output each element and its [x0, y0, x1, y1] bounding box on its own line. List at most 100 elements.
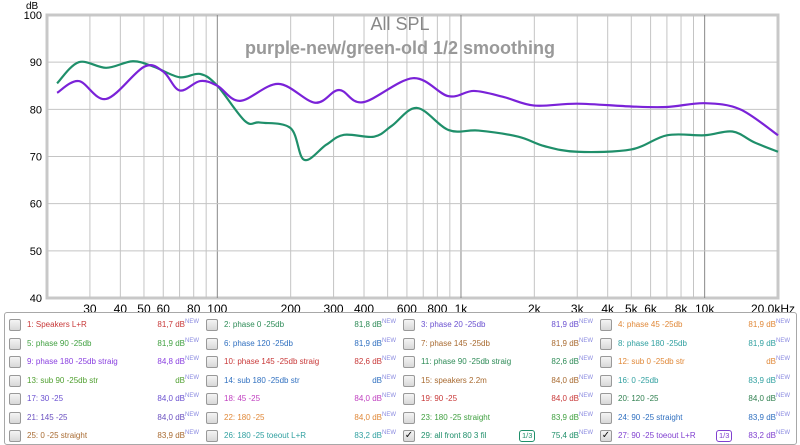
legend-item[interactable]: 3: phase 20 -25db 81,9 dBNEW: [401, 317, 597, 333]
measurement-value: 81,8 dBNEW: [354, 317, 396, 333]
measurement-checkbox[interactable]: [403, 393, 415, 405]
legend-item[interactable]: 10: phase 145 -25db straig 82,6 dBNEW: [204, 354, 400, 370]
measurement-checkbox[interactable]: [403, 411, 415, 424]
x-tick-label: 60: [157, 302, 171, 312]
legend-item[interactable]: 9: phase 180 -25db straig 84,8 dBNEW: [7, 354, 203, 370]
value-text: 84,0 dB: [551, 375, 579, 385]
measurement-checkbox[interactable]: [600, 319, 612, 331]
measurement-name: 8: phase 180 -25db: [618, 338, 687, 348]
chart-subtitle: purple-new/green-old 1/2 smoothing: [245, 38, 555, 58]
legend-item[interactable]: 15: speakers 2.2m 84,0 dBNEW: [401, 373, 597, 389]
value-text: dB: [766, 357, 776, 366]
legend-item[interactable]: 13: sub 90 -25db str dBNEW: [7, 373, 203, 389]
smoothing-badge[interactable]: 1/3: [716, 430, 733, 442]
measurement-name: 17: 30 -25: [27, 394, 64, 403]
measurement-name: 3: phase 20 -25db: [421, 320, 486, 329]
measurement-name: 25: 0 -25 straight: [27, 431, 88, 440]
spl-chart[interactable]: 40 50 60 70 80 90 100 30 40 50 60 80 100 200 300 400 600…: [0, 0, 800, 312]
measurement-checkbox[interactable]: [9, 319, 21, 331]
new-tag: NEW: [185, 374, 199, 381]
new-tag: NEW: [776, 356, 790, 362]
measurement-checkbox[interactable]: [600, 411, 612, 424]
x-tick-label: 80: [187, 302, 201, 312]
x-tick-label: 50: [137, 302, 151, 312]
measurement-checkbox[interactable]: ✓: [403, 430, 415, 442]
measurement-checkbox[interactable]: [206, 411, 218, 424]
legend-item[interactable]: 16: 0 -25db 83,9 dBNEW: [598, 373, 794, 389]
legend-item[interactable]: 24: 90 -25 straight 83,9 dBNEW: [598, 410, 794, 426]
measurement-checkbox[interactable]: [206, 374, 218, 387]
measurement-checkbox[interactable]: [600, 356, 612, 368]
legend-item[interactable]: 12: sub 0 -25db str dBNEW: [598, 354, 794, 370]
legend-item[interactable]: 7: phase 145 -25db 81,9 dBNEW: [401, 336, 597, 352]
measurement-checkbox[interactable]: [9, 430, 21, 442]
measurement-checkbox[interactable]: [9, 393, 21, 405]
measurement-name: 12: sub 0 -25db str: [618, 357, 685, 366]
measurement-checkbox[interactable]: [9, 356, 21, 368]
measurement-checkbox[interactable]: [403, 374, 415, 387]
legend-item[interactable]: 1: Speakers L+R 81,7 dBNEW: [7, 317, 203, 333]
legend-item[interactable]: ✓ 27: 90 -25 toeout L+R 1/3 83,2 dBNEW: [598, 428, 794, 444]
legend-item[interactable]: 6: phase 120 -25db 81,9 dBNEW: [204, 336, 400, 352]
legend-item[interactable]: 5: phase 90 -25db 81,9 dBNEW: [7, 336, 203, 352]
measurement-checkbox[interactable]: [206, 337, 218, 350]
new-tag: NEW: [185, 430, 199, 436]
measurement-name: 27: 90 -25 toeout L+R: [618, 431, 696, 440]
measurement-value: 83,9 dBNEW: [551, 410, 593, 426]
legend-item[interactable]: 4: phase 45 -25db 81,9 dBNEW: [598, 317, 794, 333]
smoothing-badge[interactable]: 1/3: [519, 430, 536, 442]
series-line: [56, 64, 779, 137]
measurement-checkbox[interactable]: [600, 393, 612, 405]
new-tag: NEW: [185, 393, 199, 399]
measurement-value: 84,0 dBNEW: [157, 410, 199, 426]
measurement-checkbox[interactable]: [403, 356, 415, 368]
measurement-checkbox[interactable]: ✓: [600, 430, 612, 442]
measurement-checkbox[interactable]: [403, 319, 415, 331]
value-text: 83,9 dB: [157, 431, 185, 440]
legend-item[interactable]: 8: phase 180 -25db 81,9 dBNEW: [598, 336, 794, 352]
value-text: 81,9 dB: [157, 338, 185, 348]
measurement-name: 10: phase 145 -25db straig: [224, 357, 320, 366]
legend-item[interactable]: ✓ 29: all front 80 3 fil 1/3 75,4 dBNEW: [401, 428, 597, 444]
legend-item[interactable]: 20: 120 -25 84,0 dBNEW: [598, 391, 794, 407]
new-tag: NEW: [382, 411, 396, 418]
measurement-checkbox[interactable]: [403, 337, 415, 350]
measurement-value: 83,2 dBNEW: [748, 428, 790, 444]
measurement-checkbox[interactable]: [600, 374, 612, 387]
legend-item[interactable]: 2: phase 0 -25db 81,8 dBNEW: [204, 317, 400, 333]
new-tag: NEW: [776, 411, 790, 418]
measurement-name: 5: phase 90 -25db: [27, 338, 92, 348]
measurement-value: 81,9 dBNEW: [748, 317, 790, 333]
measurement-checkbox[interactable]: [206, 393, 218, 405]
measurement-checkbox[interactable]: [206, 319, 218, 331]
legend-item[interactable]: 23: 180 -25 straight 83,9 dBNEW: [401, 410, 597, 426]
measurement-name: 23: 180 -25 straight: [421, 412, 490, 422]
legend-item[interactable]: 26: 180 -25 toeout L+R 83,2 dBNEW: [204, 428, 400, 444]
new-tag: NEW: [579, 356, 593, 362]
value-text: 81,9 dB: [551, 320, 579, 329]
value-text: 83,9 dB: [748, 412, 776, 422]
y-tick-label: 60: [30, 199, 42, 211]
legend-item[interactable]: 14: sub 180 -25db str dBNEW: [204, 373, 400, 389]
legend-item[interactable]: 17: 30 -25 84,0 dBNEW: [7, 391, 203, 407]
measurement-value: 84,0 dBNEW: [157, 391, 199, 407]
legend-item[interactable]: 25: 0 -25 straight 83,9 dBNEW: [7, 428, 203, 444]
measurement-checkbox[interactable]: [9, 337, 21, 350]
new-tag: NEW: [579, 393, 593, 399]
legend-item[interactable]: 22: 180 -25 84,0 dBNEW: [204, 410, 400, 426]
measurement-checkbox[interactable]: [9, 374, 21, 387]
series-line: [56, 60, 779, 162]
legend-item[interactable]: 11: phase 90 -25db straig 82,6 dBNEW: [401, 354, 597, 370]
legend-item[interactable]: 21: 145 -25 84,0 dBNEW: [7, 410, 203, 426]
measurement-checkbox[interactable]: [206, 430, 218, 442]
legend-panel: 1: Speakers L+R 81,7 dBNEW 2: phase 0 -2…: [4, 312, 797, 445]
new-tag: NEW: [776, 374, 790, 381]
legend-item[interactable]: 19: 90 -25 84,0 dBNEW: [401, 391, 597, 407]
measurement-checkbox[interactable]: [9, 411, 21, 424]
measurement-value: dBNEW: [372, 373, 396, 389]
measurement-checkbox[interactable]: [600, 337, 612, 350]
value-text: 81,7 dB: [157, 320, 185, 329]
y-tick-label: 50: [30, 246, 42, 258]
measurement-checkbox[interactable]: [206, 356, 218, 368]
legend-item[interactable]: 18: 45 -25 84,0 dBNEW: [204, 391, 400, 407]
